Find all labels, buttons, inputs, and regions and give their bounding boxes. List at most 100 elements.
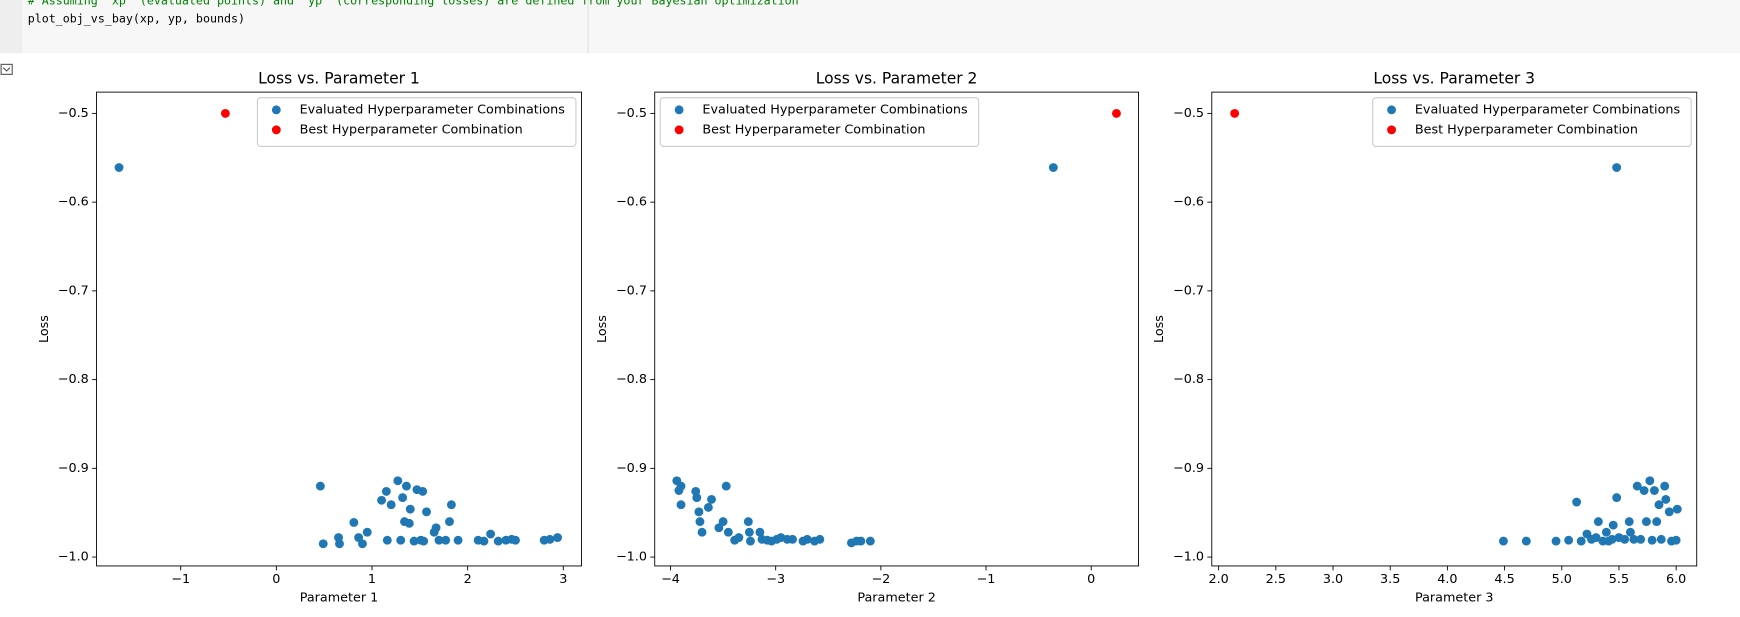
scatter-point — [694, 507, 704, 517]
scatter-point — [1636, 534, 1646, 544]
scatter-point — [405, 504, 415, 514]
scatter-point — [1672, 504, 1682, 514]
scatter-point — [718, 517, 728, 527]
scatter-point — [445, 517, 454, 527]
scatter-point — [404, 518, 414, 528]
scatter-point — [441, 535, 451, 545]
x-tick-label: −1 — [171, 572, 190, 587]
legend-label: Evaluated Hyperparameter Combinations — [1415, 102, 1681, 117]
scatter-point — [446, 500, 456, 510]
y-tick-label: −0.6 — [58, 195, 89, 210]
scatter-point — [382, 535, 392, 545]
scatter-point — [714, 523, 724, 533]
scatter-point — [676, 500, 686, 510]
legend-marker — [674, 105, 684, 115]
scatter-point — [220, 108, 230, 118]
scatter-point — [358, 539, 367, 549]
x-tick-label: 2.5 — [1266, 572, 1286, 587]
chart-title: Loss vs. Parameter 1 — [258, 69, 420, 87]
scatter-point — [1656, 534, 1666, 544]
scatter-point — [1576, 536, 1586, 546]
scatter-point — [1593, 517, 1603, 527]
scatter-point — [1601, 527, 1611, 537]
scatter-point — [1612, 163, 1622, 172]
scatter-point — [856, 536, 866, 546]
y-tick-label: −0.8 — [58, 372, 89, 387]
plot-frame — [96, 91, 582, 567]
chart-title: Loss vs. Parameter 3 — [1373, 69, 1535, 87]
legend: Evaluated Hyperparameter Combinations Bes… — [1372, 97, 1692, 148]
scatter-point — [734, 533, 744, 542]
y-tick-label: −0.7 — [58, 283, 89, 298]
x-tick-label: 4.0 — [1437, 572, 1457, 587]
scatter-point — [1625, 527, 1635, 537]
scatter-point — [479, 536, 489, 546]
x-tick-label: 1 — [368, 572, 376, 587]
scatter-point — [1112, 108, 1121, 118]
scatter-point — [396, 535, 406, 545]
scatter-point — [386, 500, 396, 510]
legend-box — [1372, 97, 1692, 148]
scatter-point — [418, 486, 428, 496]
y-tick-label: −0.9 — [1173, 461, 1204, 476]
x-tick-label: 3.0 — [1323, 572, 1343, 587]
scatter-point — [1671, 535, 1681, 545]
scatter-point — [788, 534, 797, 544]
scatter-point — [1629, 534, 1639, 544]
scatter-point — [1639, 486, 1649, 495]
scatter-point — [409, 536, 419, 546]
code-comment: # Assuming `xp` (evaluated points) and `… — [28, 0, 799, 8]
scatter-point — [402, 481, 411, 491]
scatter-point — [1620, 534, 1630, 544]
x-tick-label: 4.5 — [1494, 572, 1514, 587]
scatter-point — [431, 523, 441, 533]
y-tick-label: −1.0 — [58, 550, 89, 565]
y-tick-label: −0.5 — [1173, 106, 1204, 121]
scatter-point — [723, 527, 733, 537]
y-axis-label: Loss — [1152, 315, 1167, 343]
scatter-point — [1660, 481, 1670, 491]
x-tick-label: 5.5 — [1609, 572, 1629, 587]
y-tick-label: −0.5 — [58, 106, 89, 121]
x-tick-label: −4 — [661, 572, 680, 587]
scatter-point — [393, 476, 403, 486]
legend-marker — [271, 105, 281, 115]
y-tick-label: −1.0 — [1173, 550, 1204, 565]
scatter-point — [697, 527, 707, 537]
output-icon[interactable] — [0, 63, 13, 75]
legend-label: Evaluated Hyperparameter Combinations — [702, 102, 968, 117]
scatter-point — [377, 495, 387, 505]
y-tick-label: −1.0 — [616, 550, 647, 565]
scatter-point — [1591, 533, 1601, 542]
scatter-point — [545, 534, 555, 544]
legend-marker — [271, 125, 281, 135]
y-tick-label: −0.8 — [616, 372, 647, 387]
y-tick-label: −0.5 — [616, 106, 647, 121]
legend-marker — [1387, 125, 1396, 135]
legend-label: Evaluated Hyperparameter Combinations — [300, 102, 566, 117]
scatter-point — [349, 518, 359, 527]
x-tick-label: 2.0 — [1209, 572, 1229, 587]
y-tick-label: −0.6 — [1173, 195, 1204, 210]
scatter-point — [1654, 500, 1664, 510]
scatter-point — [802, 534, 812, 544]
scatter-point — [453, 535, 463, 545]
scatter-point — [1652, 517, 1662, 527]
scatter-point — [674, 486, 684, 495]
scatter-point — [745, 536, 755, 546]
scatter-point — [1661, 494, 1671, 504]
x-tick-label: 2 — [464, 572, 472, 587]
scatter-point — [1521, 536, 1531, 546]
x-tick-label: 3.5 — [1380, 572, 1400, 587]
y-tick-label: −0.6 — [616, 195, 647, 210]
legend-box — [256, 97, 577, 148]
legend-label: Best Hyperparameter Combination — [1415, 122, 1638, 137]
scatter-point — [815, 534, 825, 544]
x-tick-label: 5.0 — [1552, 572, 1572, 587]
scatter-point — [362, 527, 372, 537]
y-tick-label: −0.9 — [58, 461, 89, 476]
x-axis-label: Parameter 3 — [1415, 591, 1494, 606]
x-tick-label: 3 — [559, 572, 567, 587]
scatter-point — [743, 517, 753, 527]
